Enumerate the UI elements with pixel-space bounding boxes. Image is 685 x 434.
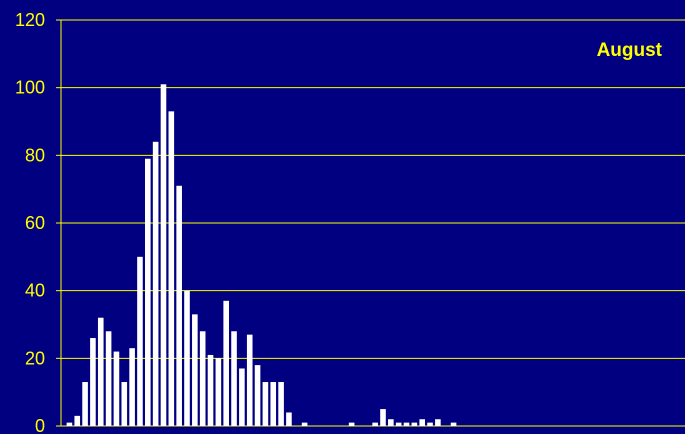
bar-40 <box>380 409 386 426</box>
bar-19 <box>215 358 222 426</box>
bar-49 <box>450 422 457 426</box>
y-tick-label: 0 <box>35 416 45 434</box>
bar-27 <box>278 382 284 426</box>
bar-15 <box>184 290 190 426</box>
bar-39 <box>372 422 378 426</box>
bar-30 <box>301 422 308 426</box>
bar-12 <box>160 84 167 426</box>
bar-20 <box>223 300 229 426</box>
y-axis-tick-labels: 0 20 40 60 80 100 120 <box>15 10 45 434</box>
bar-14 <box>176 185 182 426</box>
bar-43 <box>403 422 410 426</box>
bar-18 <box>207 354 214 426</box>
bar-2 <box>82 382 88 426</box>
bar-21 <box>231 331 237 426</box>
y-tick-label: 60 <box>25 213 45 233</box>
bar-3 <box>90 338 96 426</box>
bar-45 <box>419 419 425 426</box>
bars <box>66 84 457 427</box>
chart-title: August <box>597 40 663 61</box>
bar-47 <box>435 419 441 426</box>
y-tick-label: 20 <box>25 348 45 368</box>
bar-7 <box>121 382 128 426</box>
bar-1 <box>74 415 81 426</box>
bar-41 <box>388 419 394 426</box>
bar-6 <box>113 351 120 426</box>
bar-10 <box>145 158 151 426</box>
bar-46 <box>427 422 433 426</box>
bar-0 <box>66 422 73 426</box>
bar-17 <box>199 331 206 426</box>
y-tick-label: 120 <box>15 10 45 30</box>
bar-28 <box>286 412 292 426</box>
y-tick-label: 40 <box>25 281 45 301</box>
bar-36 <box>348 422 355 426</box>
bar-4 <box>97 317 104 426</box>
bar-42 <box>395 422 402 426</box>
bar-8 <box>129 348 135 426</box>
bar-22 <box>239 368 245 426</box>
bar-25 <box>262 382 269 426</box>
bar-44 <box>411 422 418 426</box>
bar-13 <box>168 111 175 426</box>
bar-23 <box>246 334 253 426</box>
bar-24 <box>254 365 261 426</box>
bar-16 <box>192 314 198 426</box>
y-tick-label: 100 <box>15 78 45 98</box>
y-tick-label: 80 <box>25 145 45 165</box>
bar-26 <box>270 382 277 426</box>
bar-11 <box>152 141 159 427</box>
bar-5 <box>105 331 112 426</box>
bar-9 <box>137 256 143 426</box>
